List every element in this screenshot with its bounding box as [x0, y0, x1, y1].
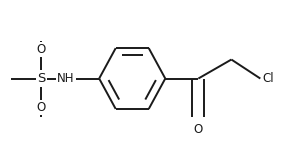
- Text: O: O: [37, 101, 46, 114]
- Text: NH: NH: [57, 72, 75, 85]
- Text: O: O: [194, 123, 203, 136]
- Text: S: S: [37, 72, 46, 85]
- Text: O: O: [37, 43, 46, 56]
- Text: Cl: Cl: [263, 72, 274, 85]
